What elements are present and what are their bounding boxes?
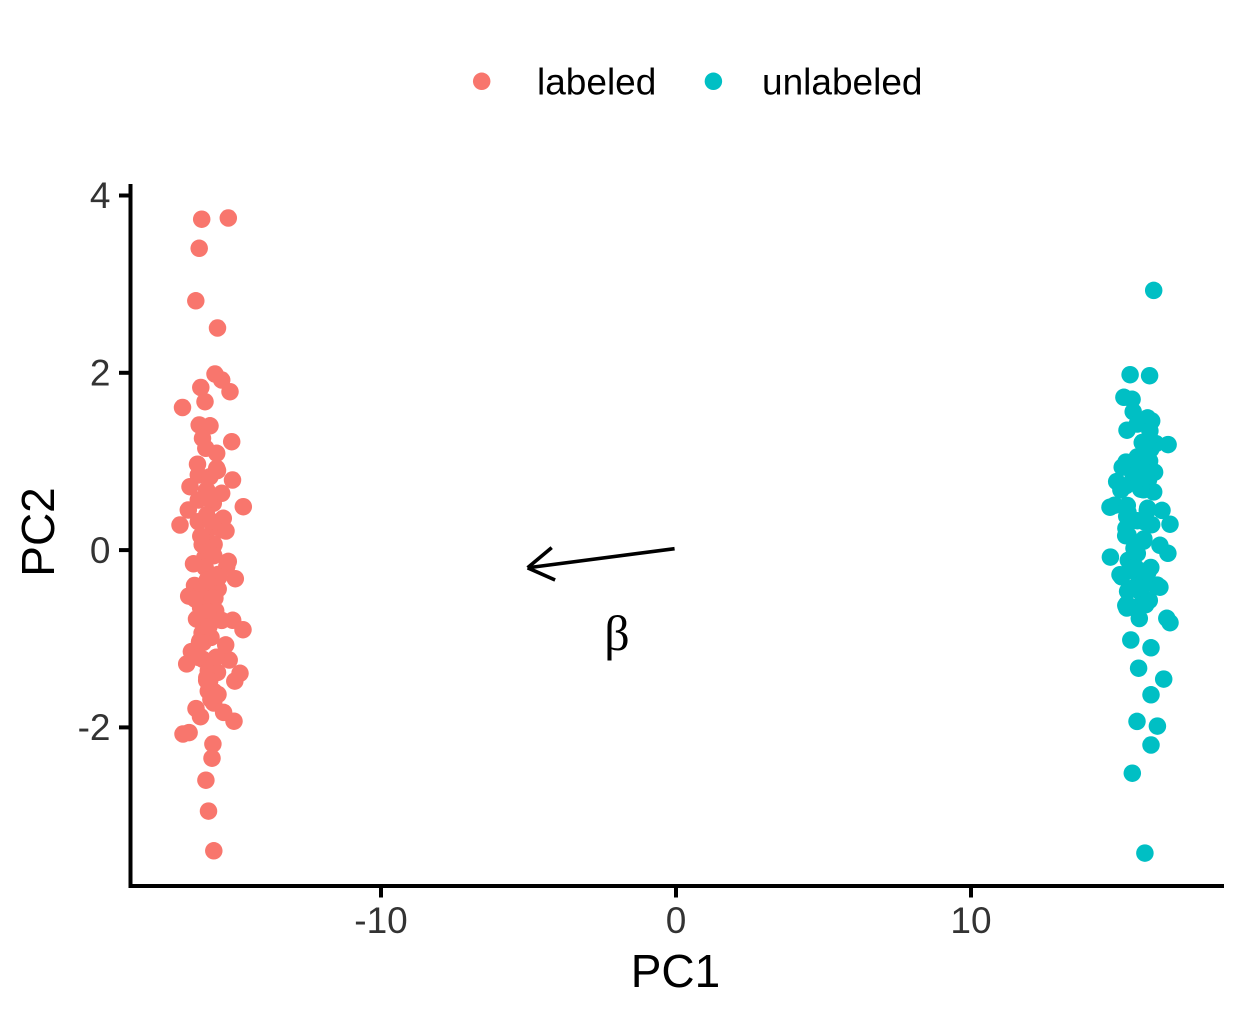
svg-text:4: 4 (90, 175, 111, 216)
svg-text:-10: -10 (354, 900, 407, 941)
svg-text:0: 0 (90, 530, 111, 571)
svg-text:PC1: PC1 (631, 945, 720, 997)
svg-text:2: 2 (90, 353, 111, 394)
svg-text:unlabeled: unlabeled (762, 62, 922, 103)
svg-text:-2: -2 (78, 707, 111, 748)
svg-text:10: 10 (950, 900, 991, 941)
svg-text:PC2: PC2 (12, 487, 64, 576)
svg-text:β: β (604, 605, 629, 661)
svg-text:labeled: labeled (537, 62, 656, 103)
svg-text:0: 0 (666, 900, 687, 941)
